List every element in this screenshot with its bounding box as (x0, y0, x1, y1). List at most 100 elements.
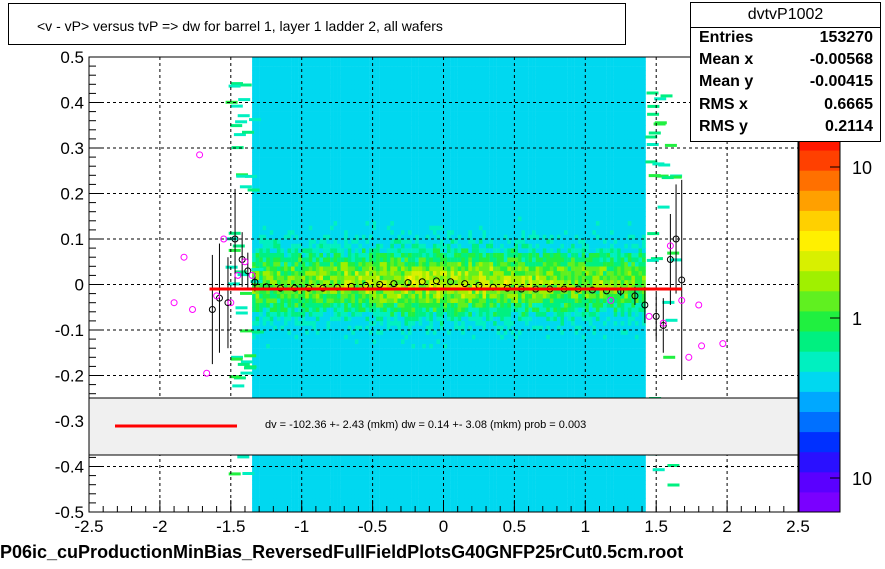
heatmap-cell (323, 57, 327, 62)
heatmap-cell (323, 148, 327, 153)
heatmap-cell (269, 330, 274, 335)
heatmap-cell (354, 207, 359, 212)
heatmap-cell (369, 325, 373, 331)
heatmap-cell (308, 148, 313, 153)
heatmap-cell (390, 207, 395, 212)
heatmap-cell (404, 220, 409, 226)
heatmap-cell (411, 120, 416, 126)
heatmap-cell (344, 129, 348, 135)
heatmap-cell (401, 471, 405, 476)
heatmap-cell (326, 389, 331, 394)
heatmap-cell (262, 493, 267, 499)
heatmap-cell (330, 125, 334, 131)
heatmap-cell (408, 225, 412, 231)
heatmap-cell (393, 70, 398, 76)
heatmap-cell (351, 88, 356, 94)
heatmap-cell (393, 320, 398, 326)
heatmap-cell (259, 375, 263, 381)
heatmap-cell (369, 202, 373, 208)
heatmap-cell (294, 198, 299, 203)
heatmap-cell (347, 311, 352, 317)
heatmap-cell (284, 216, 288, 222)
heatmap-cell (362, 489, 366, 495)
heatmap-cell (351, 152, 356, 158)
heatmap-cell (330, 298, 334, 303)
heatmap-cell (376, 198, 380, 203)
heatmap-cell (291, 339, 295, 344)
heatmap-cell (269, 207, 274, 212)
heatmap-cell (362, 93, 366, 99)
heatmap-cell (401, 307, 405, 312)
heatmap-cell (401, 248, 405, 253)
heatmap-cell (358, 266, 363, 272)
heatmap-cell (312, 293, 317, 299)
heatmap-cell (397, 348, 402, 354)
heatmap-cell (397, 493, 402, 499)
heatmap-cell (351, 480, 356, 485)
heatmap-cell (372, 148, 377, 153)
heatmap-cell (252, 243, 256, 249)
heatmap-cell (291, 325, 295, 331)
heatmap-cell (298, 261, 302, 267)
heatmap-cell (354, 129, 359, 135)
heatmap-cell (404, 170, 409, 176)
heatmap-cell (308, 320, 313, 326)
heatmap-cell (291, 248, 295, 253)
heatmap-cell (376, 66, 380, 71)
heatmap-cell (376, 120, 380, 126)
heatmap-cell (393, 466, 398, 472)
heatmap-cell (362, 220, 366, 226)
heatmap-cell (351, 261, 356, 267)
heatmap-cell (287, 471, 292, 476)
heatmap-cell (383, 166, 387, 171)
heatmap-cell (386, 125, 391, 131)
heatmap-cell (347, 375, 352, 381)
heatmap-cell (390, 125, 395, 131)
heatmap-cell (354, 316, 359, 322)
heatmap-cell (273, 457, 278, 463)
heatmap-cell (337, 220, 341, 226)
heatmap-cell (393, 225, 398, 231)
heatmap-cell (358, 498, 363, 504)
heatmap-cell (298, 234, 302, 240)
heatmap-cell (323, 70, 327, 76)
heatmap-cell (404, 243, 409, 249)
heatmap-cell (383, 293, 387, 299)
heatmap-cell (358, 375, 363, 381)
heatmap-cell (287, 457, 292, 463)
heatmap-cell (323, 129, 327, 135)
heatmap-cell (330, 152, 334, 158)
heatmap-cell (383, 97, 387, 103)
heatmap-cell (276, 102, 281, 108)
heatmap-cell (259, 466, 263, 472)
heatmap-cell (386, 75, 391, 81)
heatmap-cell (418, 157, 423, 162)
heatmap-cell (369, 507, 373, 512)
heatmap-cell (397, 393, 402, 399)
heatmap-cell (365, 93, 370, 99)
heatmap-cell (301, 261, 306, 267)
heatmap-cell (425, 84, 430, 90)
heatmap-cell (393, 79, 398, 85)
heatmap-cell (284, 489, 288, 495)
heatmap-cell (422, 339, 426, 344)
heatmap-cell (301, 225, 306, 231)
heatmap-cell (386, 361, 391, 367)
heatmap-cell (351, 375, 356, 381)
heatmap-cell (266, 102, 270, 108)
heatmap-cell (379, 166, 384, 171)
heatmap-cell (276, 480, 281, 485)
heatmap-cell (305, 507, 309, 512)
heatmap-cell (337, 84, 341, 90)
heatmap-cell (415, 298, 419, 303)
heatmap-cell (340, 475, 345, 481)
heatmap-cell (337, 489, 341, 495)
heatmap-cell (369, 461, 373, 467)
heatmap-cell (319, 220, 324, 226)
heatmap-cell (393, 366, 398, 372)
heatmap-cell (390, 502, 395, 508)
heatmap-cell (262, 366, 267, 372)
heatmap-cell (365, 471, 370, 476)
heatmap-cell (372, 66, 377, 71)
heatmap-cell (308, 493, 313, 499)
